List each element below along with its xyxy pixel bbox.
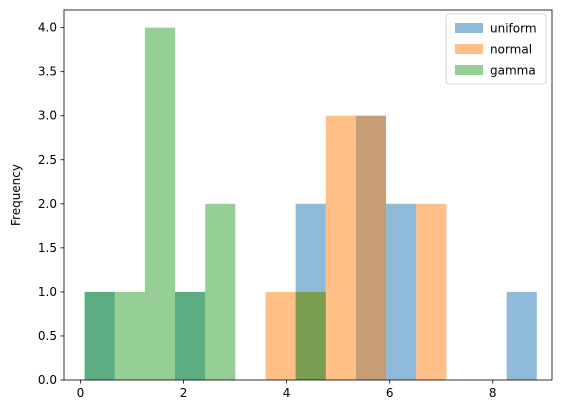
bar-gamma-3 — [175, 291, 206, 380]
legend-label-normal: normal — [490, 43, 532, 57]
x-axis-ticks: 0 2 4 6 8 — [77, 380, 497, 400]
y-tick-label: 3.5 — [38, 65, 57, 79]
y-tick-label: 3.0 — [38, 109, 57, 123]
y-tick-label: 0.0 — [38, 373, 57, 387]
y-tick-label: 1.0 — [38, 285, 57, 299]
bar-gamma-0 — [84, 291, 115, 380]
legend-swatch-gamma — [455, 65, 483, 75]
bar-uniform-5 — [506, 291, 537, 380]
y-axis-ticks: 0.0 0.5 1.0 1.5 2.0 2.5 3.0 3.5 4.0 — [38, 21, 64, 387]
y-tick-label: 4.0 — [38, 21, 57, 35]
legend-swatch-uniform — [455, 23, 483, 33]
bar-normal-4 — [416, 203, 447, 380]
legend: uniform normal gamma — [445, 13, 547, 85]
x-tick-label: 2 — [180, 386, 188, 400]
x-tick-label: 8 — [489, 386, 497, 400]
x-tick-label: 4 — [283, 386, 291, 400]
bar-gamma-2 — [144, 27, 176, 380]
axes — [63, 9, 553, 381]
legend-label-gamma: gamma — [490, 64, 536, 78]
x-tick-label: 0 — [77, 386, 85, 400]
bar-normal-0 — [265, 291, 296, 380]
x-tick-label: 6 — [386, 386, 394, 400]
legend-swatch-normal — [455, 44, 483, 54]
bar-normal-3 — [355, 115, 387, 380]
bar-gamma-5 — [295, 291, 326, 380]
legend-label-uniform: uniform — [490, 22, 537, 36]
y-tick-label: 1.5 — [38, 241, 57, 255]
bar-gamma-1 — [114, 291, 145, 380]
axes-frame — [63, 9, 553, 381]
y-tick-label: 0.5 — [38, 329, 57, 343]
bar-gamma-4 — [205, 203, 236, 380]
y-axis-label: Frequency — [9, 164, 23, 226]
bar-uniform-4 — [386, 203, 417, 380]
y-tick-label: 2.0 — [38, 197, 57, 211]
y-tick-label: 2.5 — [38, 153, 57, 167]
bar-normal-2 — [325, 115, 356, 380]
histogram-bars — [84, 27, 537, 380]
plot-area — [84, 27, 537, 380]
